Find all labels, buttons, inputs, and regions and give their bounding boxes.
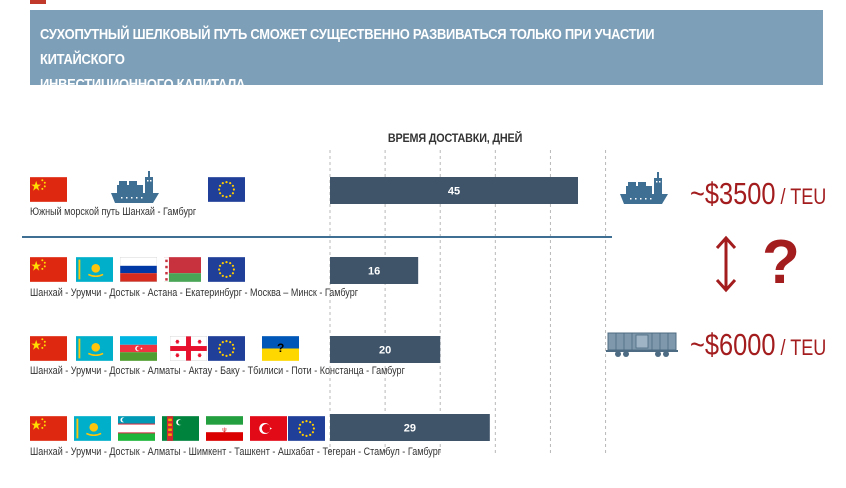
china-flag <box>30 416 67 441</box>
uzbekistan-flag <box>118 416 155 441</box>
bar-value-label: 20 <box>379 345 391 357</box>
up-down-arrow-icon <box>714 234 738 294</box>
banner-title: СУХОПУТНЫЙ ШЕЛКОВЫЙ ПУТЬ СМОЖЕТ СУЩЕСТВЕ… <box>40 22 694 97</box>
turkey-flag <box>250 416 287 441</box>
banner-title-line-2: ИНВЕСТИЦИОННОГО КАПИТАЛА <box>40 76 246 93</box>
ukraine-flag: ? <box>262 336 299 361</box>
russia-flag <box>120 257 157 282</box>
corner-accent <box>30 0 46 4</box>
banner-title-line-1: СУХОПУТНЫЙ ШЕЛКОВЫЙ ПУТЬ СМОЖЕТ СУЩЕСТВЕ… <box>40 26 655 68</box>
chart-title: ВРЕМЯ ДОСТАВКИ, ДНЕЙ <box>387 131 523 145</box>
china-flag <box>30 257 67 282</box>
azerbaijan-flag <box>120 336 157 361</box>
question-mark: ? <box>762 228 800 297</box>
bars: 45 16 20 29 <box>330 177 578 441</box>
cost-ship-icon <box>618 170 670 206</box>
bar-route-3 <box>330 336 441 363</box>
eu-flag <box>288 416 325 441</box>
cost-rail-unit: / TEU <box>775 335 827 360</box>
cost-rail: ~$6000 / TEU <box>690 327 826 363</box>
eu-flag <box>208 336 245 361</box>
route-label-south: Шанхай - Урумчи - Достык - Алматы - Шимк… <box>30 446 441 458</box>
china-flag <box>30 336 67 361</box>
belarus-flag <box>164 257 201 282</box>
route-label-caucasus: Шанхай - Урумчи - Достык - Алматы - Акта… <box>30 365 405 377</box>
ukraine-question-mark: ? <box>277 341 285 355</box>
rail-wagon-icon <box>606 330 678 358</box>
cost-rail-amount: ~$6000 <box>690 327 776 362</box>
turkmenistan-flag <box>162 416 199 441</box>
svg-text:ψ: ψ <box>222 427 226 434</box>
ship-icon <box>109 169 161 205</box>
bar-route-2 <box>330 257 419 284</box>
cost-sea-amount: ~$3500 <box>690 176 776 211</box>
kazakhstan-flag <box>76 336 113 361</box>
bar-value-label: 45 <box>448 186 460 198</box>
bar-value-label: 29 <box>404 423 416 435</box>
eu-flag <box>208 177 245 202</box>
eu-flag <box>208 257 245 282</box>
bar-route-4 <box>330 414 490 441</box>
route-label-north: Шанхай - Урумчи - Достык - Астана - Екат… <box>30 287 359 299</box>
cost-sea: ~$3500 / TEU <box>690 176 826 212</box>
kazakhstan-flag <box>74 416 111 441</box>
bar-route-1 <box>330 177 578 204</box>
kazakhstan-flag <box>76 257 113 282</box>
route-label-sea: Южный морской путь Шанхай - Гамбург <box>30 206 197 218</box>
header-banner: СУХОПУТНЫЙ ШЕЛКОВЫЙ ПУТЬ СМОЖЕТ СУЩЕСТВЕ… <box>30 10 823 93</box>
georgia-flag <box>170 336 207 361</box>
china-flag <box>30 177 67 202</box>
bar-value-label: 16 <box>368 266 380 278</box>
iran-flag: ψ <box>206 416 243 441</box>
cost-sea-unit: / TEU <box>775 184 827 209</box>
